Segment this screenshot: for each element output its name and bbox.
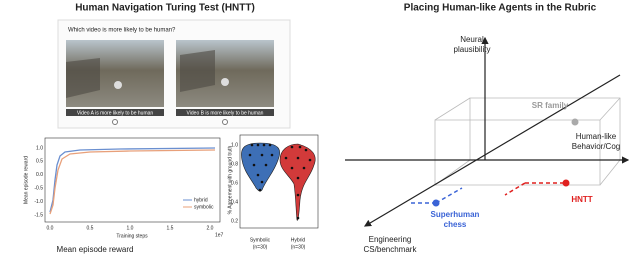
video-b-agent <box>221 78 229 86</box>
hntt-point <box>562 179 570 187</box>
reward-yticks: 1.0 0.5 0.0 -0.5 -1.0 -1.5 <box>34 145 43 218</box>
hybrid-curve <box>49 147 216 213</box>
reward-xlabel: Training steps <box>116 233 148 239</box>
video-scenery <box>66 50 215 98</box>
y-tick-label: 0.6 <box>231 180 238 186</box>
question: Which video is more likely to be human? <box>68 28 176 34</box>
chess-label: chess <box>444 220 467 229</box>
x-tick-label: 0.5 <box>87 225 94 231</box>
x-tick-label: 1.5 <box>167 225 174 231</box>
chess-dash <box>410 187 463 204</box>
radio-b[interactable] <box>222 119 228 125</box>
axis-left: CS/benchmark <box>364 245 418 254</box>
category: Symbolic <box>250 237 271 243</box>
reward-axes <box>44 137 221 223</box>
caption-bar-b <box>176 109 274 116</box>
agreement-yticks: 1.0 0.8 0.6 0.4 0.2 <box>231 142 238 224</box>
sr-point <box>571 118 579 126</box>
category-n: (n=30) <box>253 244 268 250</box>
y-tick-label: 0.8 <box>231 161 238 167</box>
caption-bar-a <box>66 109 164 116</box>
reward-caption: Mean episode reward <box>57 245 134 254</box>
chess-point <box>432 199 440 207</box>
hntt-dash <box>504 182 565 196</box>
category: Hybrid <box>291 237 306 243</box>
agreement-axes <box>239 134 319 229</box>
hybrid-violin <box>279 143 316 221</box>
x-tick-label: 0.0 <box>47 225 54 231</box>
left-title: Human Navigation Turing Test (HNTT) <box>75 3 255 14</box>
symbolic-violin <box>241 142 280 192</box>
reward-offset: 1e7 <box>215 232 224 238</box>
y-tick-label: 0.0 <box>36 172 43 178</box>
y-tick-label: -1.0 <box>34 199 43 205</box>
y-tick-label: 0.5 <box>36 159 43 165</box>
y-tick-label: 0.2 <box>231 218 238 224</box>
sr-label: SR family <box>532 101 569 110</box>
category-n: (n=30) <box>291 244 306 250</box>
y-tick-label: 1.0 <box>36 145 43 151</box>
axis-up: plausibility <box>454 45 491 54</box>
y-tick-label: -0.5 <box>34 186 43 192</box>
x-tick-label: 2.0 <box>207 225 214 231</box>
hntt-label: HNTT <box>571 195 592 204</box>
rubric-axes <box>345 36 630 227</box>
radio-a[interactable] <box>112 119 118 125</box>
y-tick-label: 0.4 <box>231 199 238 205</box>
option-a: Video A is more likely to be human <box>77 110 154 116</box>
legend-label: hybrid <box>194 197 208 203</box>
y-tick-label: 1.0 <box>231 142 238 148</box>
y-tick-label: -1.5 <box>34 212 43 218</box>
reward-xticks: 0.0 0.5 1.0 1.5 2.0 <box>47 225 214 231</box>
video-a-agent <box>114 81 122 89</box>
axis-up: Neural <box>460 35 484 44</box>
axis-left: Engineering <box>369 235 412 244</box>
reward-ylabel: Mean episode reward <box>23 156 29 204</box>
right-title: Placing Human-like Agents in the Rubric <box>404 3 597 14</box>
chess-label: Superhuman <box>431 210 480 219</box>
x-tick-label: 1.0 <box>127 225 134 231</box>
option-b: Video B is more likely to be human <box>187 110 264 116</box>
agreement-dots <box>248 143 312 220</box>
legend-label: symbolic <box>194 204 214 210</box>
axis-right: Human-like <box>576 132 617 141</box>
symbolic-curve <box>49 149 216 215</box>
axis-right: Behavior/Cog <box>572 142 620 151</box>
agreement-ylabel: % Agreement with ground truth <box>227 145 233 214</box>
